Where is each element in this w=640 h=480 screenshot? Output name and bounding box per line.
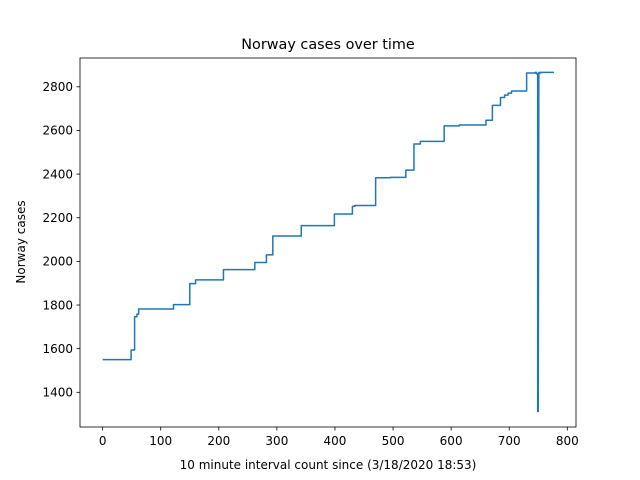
y-axis: 1400 1600 1800 2000 2200 2400 2600 2800 <box>42 80 80 400</box>
x-tick-label: 600 <box>440 434 463 448</box>
series-line-0 <box>102 71 554 413</box>
x-tick-label: 100 <box>149 434 172 448</box>
x-tick-label: 700 <box>498 434 521 448</box>
y-tick-label: 2200 <box>42 211 73 225</box>
x-axis: 0 100 200 300 400 500 600 700 800 <box>99 427 579 448</box>
y-tick-label: 2400 <box>42 167 73 181</box>
x-tick-label: 500 <box>382 434 405 448</box>
y-tick-label: 1400 <box>42 386 73 400</box>
y-axis-label: Norway cases <box>14 200 28 283</box>
axes-frame <box>79 57 577 428</box>
y-tick-label: 2800 <box>42 80 73 94</box>
x-axis-label: 10 minute interval count since (3/18/202… <box>180 458 477 472</box>
y-tick-label: 1600 <box>42 342 73 356</box>
plot-area <box>102 71 554 413</box>
chart-title: Norway cases over time <box>241 37 415 53</box>
x-tick-label: 300 <box>265 434 288 448</box>
x-tick-label: 400 <box>324 434 347 448</box>
y-tick-label: 2600 <box>42 124 73 138</box>
x-tick-label: 200 <box>207 434 230 448</box>
y-tick-label: 2000 <box>42 255 73 269</box>
y-tick-label: 1800 <box>42 298 73 312</box>
x-tick-label: 800 <box>556 434 579 448</box>
x-tick-label: 0 <box>99 434 107 448</box>
